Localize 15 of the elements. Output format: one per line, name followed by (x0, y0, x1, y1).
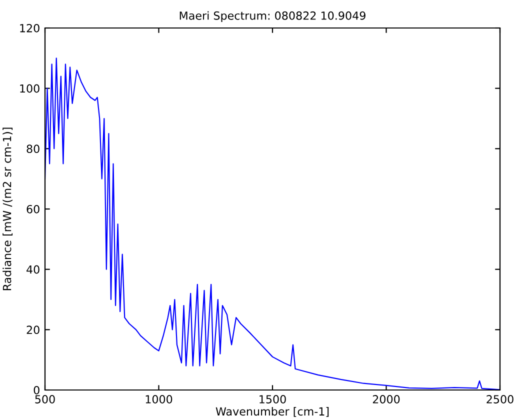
y-tick-label: 120 (20, 24, 40, 32)
y-tick-label: 0 (34, 386, 40, 394)
y-tick-label: 20 (26, 326, 40, 334)
x-tick-label: 2500 (486, 395, 514, 404)
x-tick-label: 1000 (146, 395, 172, 404)
x-tick-label: 2000 (372, 395, 400, 404)
x-axis-title: Wavenumber [cm-1] (216, 407, 329, 417)
y-axis-title: Radiance [mW /(m2 sr cm-1)] (2, 128, 13, 290)
x-tick-label: 1500 (260, 395, 286, 404)
y-tick-label: 60 (26, 204, 40, 214)
y-tick-label: 40 (26, 265, 40, 274)
y-tick-label: 100 (20, 84, 40, 93)
y-tick-label: 80 (26, 144, 40, 154)
x-tick-label: 500 (35, 395, 55, 404)
chart-title: Maeri Spectrum: 080822 10.9049 (180, 11, 366, 22)
